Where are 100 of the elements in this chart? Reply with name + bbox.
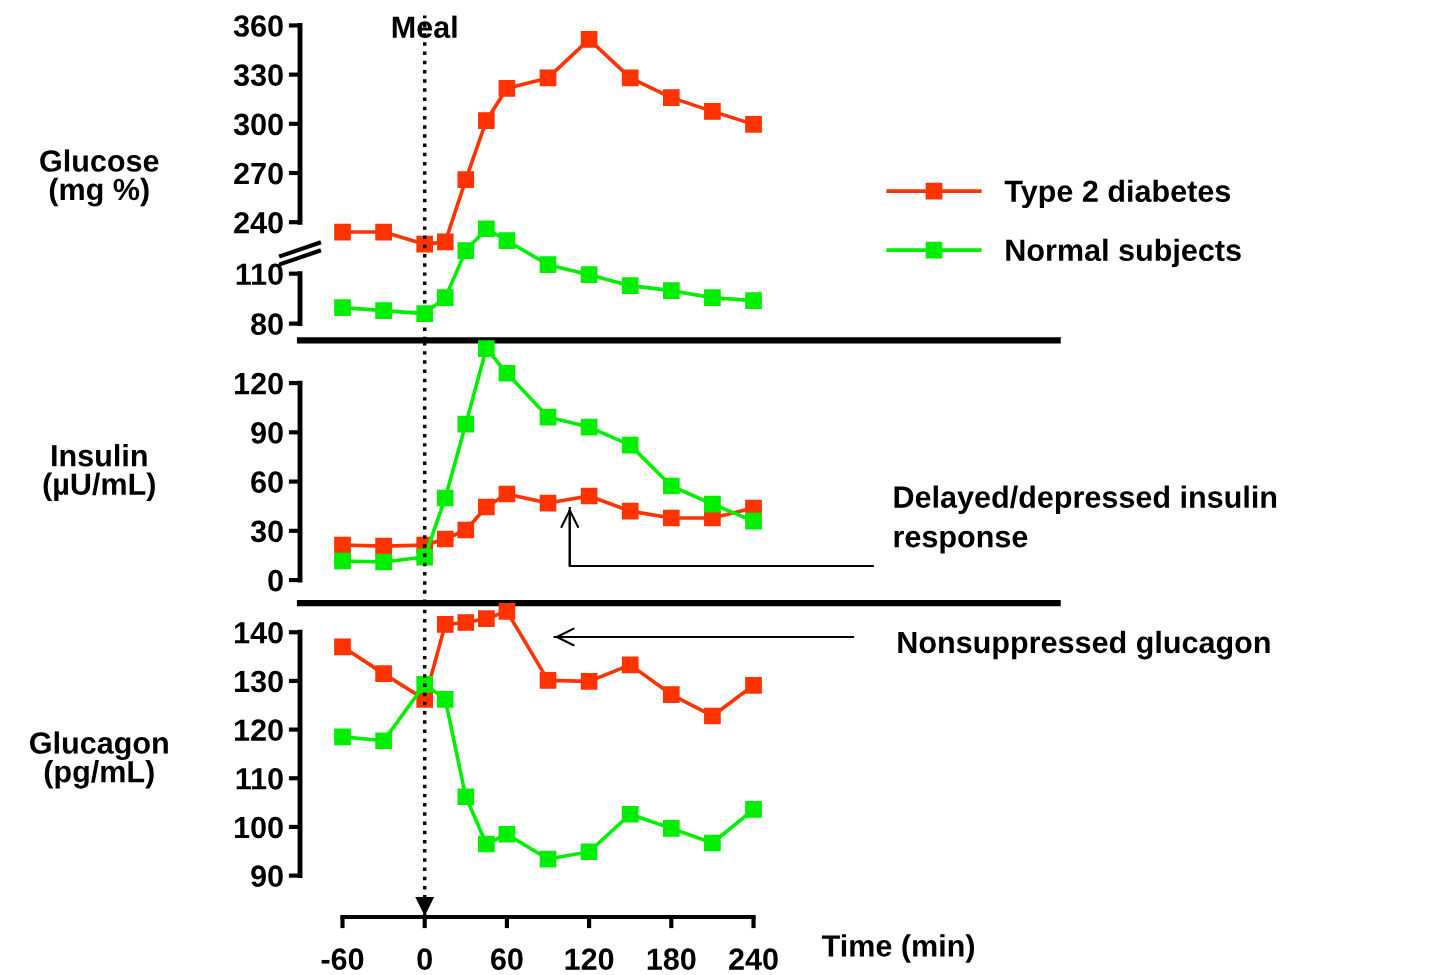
point xyxy=(539,494,557,512)
point xyxy=(436,616,454,633)
point xyxy=(745,801,762,818)
y-axis-title: Glucagon (pg/mL) xyxy=(30,731,168,789)
point xyxy=(580,418,598,436)
point xyxy=(334,728,351,746)
point xyxy=(334,536,351,554)
point xyxy=(498,825,516,843)
point xyxy=(621,656,639,674)
point xyxy=(416,305,434,322)
annotation: Nonsuppressed glucagon xyxy=(898,630,1270,660)
point xyxy=(478,112,495,129)
point xyxy=(334,299,351,316)
x-tick-label: 0 xyxy=(417,948,432,970)
point xyxy=(704,103,721,120)
annotation: Delayed/depressed insulin response xyxy=(894,485,1277,554)
point xyxy=(457,521,475,539)
point xyxy=(375,665,392,682)
point xyxy=(704,289,721,306)
ref-line-label: Meal xyxy=(392,15,457,39)
point xyxy=(539,69,557,87)
point xyxy=(457,614,475,631)
y2-tick-label: 80 xyxy=(251,313,283,335)
y-tick-label: 120 xyxy=(235,719,283,741)
point xyxy=(580,266,598,284)
y-tick-label: 30 xyxy=(250,520,283,543)
legend-label: Type 2 diabetes xyxy=(1004,179,1231,209)
point xyxy=(662,282,680,299)
y-axis-title: Glucose (mg %) xyxy=(40,149,159,207)
y-tick-label: 100 xyxy=(235,816,283,839)
point xyxy=(478,340,495,357)
y-tick-label: 240 xyxy=(234,211,283,234)
point xyxy=(621,277,639,294)
point xyxy=(375,223,392,241)
y-tick-label: 300 xyxy=(233,113,283,136)
point xyxy=(539,850,557,868)
y-tick-label: 0 xyxy=(268,569,283,592)
point xyxy=(580,487,598,505)
point xyxy=(704,707,721,725)
point xyxy=(662,477,680,495)
y-tick-label: 110 xyxy=(236,768,283,790)
point xyxy=(704,834,721,852)
point xyxy=(478,610,495,627)
point xyxy=(416,235,434,253)
point xyxy=(745,512,762,530)
point xyxy=(334,552,351,570)
y-tick-label: 90 xyxy=(251,422,283,444)
point xyxy=(662,686,680,703)
x-tick-label: 180 xyxy=(647,948,696,970)
point xyxy=(436,289,454,306)
point xyxy=(457,788,475,806)
point xyxy=(498,364,516,382)
point xyxy=(745,676,762,694)
point xyxy=(498,602,516,620)
point xyxy=(498,232,516,250)
point xyxy=(334,638,351,656)
point xyxy=(375,302,392,319)
y-tick-label: 60 xyxy=(251,471,283,493)
point xyxy=(436,691,454,708)
point xyxy=(662,820,680,837)
point xyxy=(436,233,454,251)
y-tick-label: 120 xyxy=(235,372,283,395)
point xyxy=(539,408,557,426)
point xyxy=(745,292,762,309)
point xyxy=(580,31,598,48)
point xyxy=(580,673,598,690)
point xyxy=(457,171,475,188)
point xyxy=(375,732,392,750)
point xyxy=(334,223,351,241)
point xyxy=(375,553,392,571)
point xyxy=(621,502,639,520)
point xyxy=(621,69,639,87)
point xyxy=(416,675,434,693)
point xyxy=(436,489,454,507)
point xyxy=(498,485,516,503)
point xyxy=(478,498,495,516)
x-tick-label: 120 xyxy=(565,948,614,970)
point xyxy=(662,509,680,527)
point xyxy=(704,495,721,513)
y-tick-label: 90 xyxy=(251,865,283,887)
y-tick-label: 130 xyxy=(235,670,283,693)
point xyxy=(436,530,454,548)
y-tick-label: 270 xyxy=(234,162,283,185)
point xyxy=(539,256,557,274)
point xyxy=(375,537,392,555)
point xyxy=(745,115,762,133)
y-tick-label: 360 xyxy=(233,15,283,37)
y-tick-label: 330 xyxy=(233,64,283,87)
y-axis-title: Insulin (µU/mL) xyxy=(43,444,155,502)
y-tick-label: 140 xyxy=(235,621,283,644)
x-tick-label: 60 xyxy=(491,948,523,970)
point xyxy=(457,242,475,260)
point xyxy=(416,548,434,566)
point xyxy=(580,843,598,861)
legend-label: Normal subjects xyxy=(1006,238,1241,268)
point xyxy=(539,672,557,689)
x-axis-title: Time (min) xyxy=(821,934,975,963)
x-tick-label: -60 xyxy=(321,948,364,970)
x-tick-label: 240 xyxy=(729,948,778,970)
point xyxy=(621,805,639,823)
